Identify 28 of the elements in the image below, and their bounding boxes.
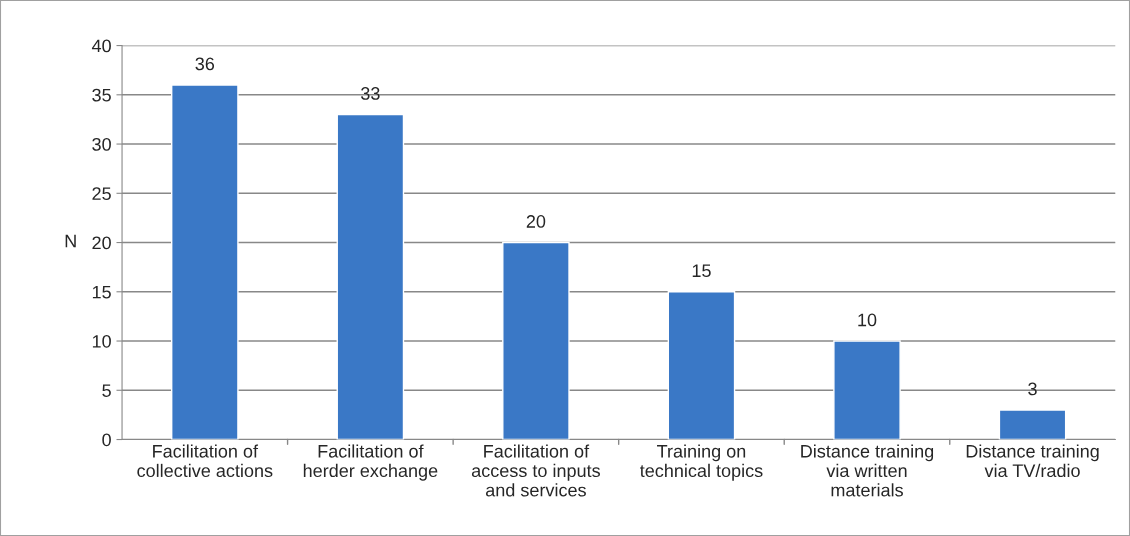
y-tick-label: 30 — [92, 137, 111, 151]
x-tick-label: Facilitation of herder exchange — [303, 444, 438, 481]
data-label: 36 — [195, 57, 215, 71]
x-tick-label: Facilitation of collective actions — [137, 444, 273, 478]
y-tick-label: 10 — [92, 334, 111, 348]
data-label: 3 — [1028, 382, 1037, 396]
y-tick-label: 0 — [102, 433, 111, 447]
data-label: 20 — [526, 215, 546, 228]
y-axis-title: N — [65, 234, 76, 248]
data-label: 15 — [692, 264, 711, 278]
x-tick-label: Distance training via TV/radio — [966, 444, 1099, 478]
bar — [502, 241, 570, 440]
bar — [171, 84, 239, 440]
bar — [833, 340, 901, 440]
x-tick-label: Distance training via written materials — [801, 444, 934, 497]
bar — [667, 291, 736, 440]
y-tick-label: 15 — [92, 285, 111, 299]
y-tick-label: 35 — [92, 88, 111, 102]
y-tick-label: 25 — [92, 187, 111, 201]
bar — [998, 409, 1067, 440]
data-label: 33 — [361, 87, 380, 100]
y-tick-label: 40 — [91, 39, 111, 53]
bar — [336, 113, 405, 440]
x-tick-label: Training on technical topics — [640, 444, 763, 481]
x-tick-label: Facilitation of access to inputs and services — [471, 444, 600, 497]
data-label: 10 — [858, 313, 877, 327]
y-tick-label: 5 — [102, 384, 111, 397]
y-tick-label: 20 — [92, 236, 111, 250]
